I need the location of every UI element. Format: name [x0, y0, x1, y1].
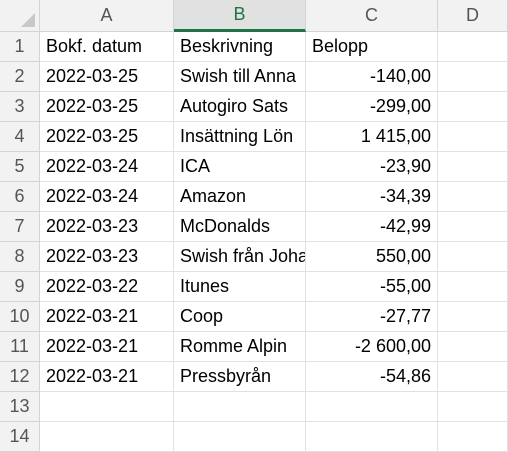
cell-c[interactable]: -2 600,00: [306, 332, 438, 362]
cell-d[interactable]: [438, 242, 508, 272]
cell-c[interactable]: [306, 392, 438, 422]
cell-b[interactable]: Insättning Lön: [174, 122, 306, 152]
column-header-b[interactable]: B: [174, 0, 306, 32]
row-header[interactable]: 9: [0, 272, 40, 302]
cell-d[interactable]: [438, 392, 508, 422]
cell-a[interactable]: 2022-03-21: [40, 302, 174, 332]
row-header[interactable]: 11: [0, 332, 40, 362]
cell-c[interactable]: -55,00: [306, 272, 438, 302]
cell-c[interactable]: -34,39: [306, 182, 438, 212]
row-header[interactable]: 6: [0, 182, 40, 212]
cell-d[interactable]: [438, 122, 508, 152]
cell-b[interactable]: [174, 392, 306, 422]
cell-b[interactable]: Autogiro Sats: [174, 92, 306, 122]
select-all-triangle-icon: [21, 13, 35, 27]
row-header[interactable]: 5: [0, 152, 40, 182]
cell-a[interactable]: 2022-03-21: [40, 362, 174, 392]
row-header[interactable]: 7: [0, 212, 40, 242]
cell-c[interactable]: -42,99: [306, 212, 438, 242]
cell-d[interactable]: [438, 272, 508, 302]
row-header[interactable]: 4: [0, 122, 40, 152]
row-header[interactable]: 8: [0, 242, 40, 272]
cell-d[interactable]: [438, 32, 508, 62]
cell-c[interactable]: -140,00: [306, 62, 438, 92]
cell-c[interactable]: -299,00: [306, 92, 438, 122]
cell-a[interactable]: 2022-03-25: [40, 122, 174, 152]
row-header[interactable]: 2: [0, 62, 40, 92]
cell-a[interactable]: 2022-03-23: [40, 242, 174, 272]
column-header-a[interactable]: A: [40, 0, 174, 32]
cell-b[interactable]: Coop: [174, 302, 306, 332]
cell-a[interactable]: 2022-03-21: [40, 332, 174, 362]
cell-d[interactable]: [438, 62, 508, 92]
cell-b[interactable]: Beskrivning: [174, 32, 306, 62]
cell-d[interactable]: [438, 92, 508, 122]
cell-c[interactable]: -54,86: [306, 362, 438, 392]
cell-c[interactable]: Belopp: [306, 32, 438, 62]
cell-d[interactable]: [438, 332, 508, 362]
cell-b[interactable]: McDonalds: [174, 212, 306, 242]
cell-b[interactable]: Itunes: [174, 272, 306, 302]
cell-c[interactable]: -27,77: [306, 302, 438, 332]
cell-a[interactable]: [40, 392, 174, 422]
cell-d[interactable]: [438, 302, 508, 332]
cell-d[interactable]: [438, 152, 508, 182]
row-header[interactable]: 1: [0, 32, 40, 62]
row-header[interactable]: 14: [0, 422, 40, 452]
cell-b[interactable]: Romme Alpin: [174, 332, 306, 362]
cell-c[interactable]: [306, 422, 438, 452]
cell-a[interactable]: 2022-03-25: [40, 62, 174, 92]
cell-a[interactable]: 2022-03-23: [40, 212, 174, 242]
cell-a[interactable]: 2022-03-25: [40, 92, 174, 122]
column-header-c[interactable]: C: [306, 0, 438, 32]
cell-a[interactable]: 2022-03-24: [40, 152, 174, 182]
row-header[interactable]: 12: [0, 362, 40, 392]
cell-c[interactable]: 550,00: [306, 242, 438, 272]
cell-c[interactable]: -23,90: [306, 152, 438, 182]
cell-d[interactable]: [438, 362, 508, 392]
cell-b[interactable]: Swish från Johan: [174, 242, 306, 272]
select-all-corner[interactable]: [0, 0, 40, 32]
cell-b[interactable]: Swish till Anna: [174, 62, 306, 92]
cell-b[interactable]: Amazon: [174, 182, 306, 212]
cell-a[interactable]: Bokf. datum: [40, 32, 174, 62]
cell-d[interactable]: [438, 182, 508, 212]
row-header[interactable]: 3: [0, 92, 40, 122]
cell-a[interactable]: [40, 422, 174, 452]
cell-a[interactable]: 2022-03-22: [40, 272, 174, 302]
cell-a[interactable]: 2022-03-24: [40, 182, 174, 212]
column-header-d[interactable]: D: [438, 0, 508, 32]
cell-b[interactable]: [174, 422, 306, 452]
row-header[interactable]: 10: [0, 302, 40, 332]
cell-b[interactable]: ICA: [174, 152, 306, 182]
cell-d[interactable]: [438, 212, 508, 242]
row-header[interactable]: 13: [0, 392, 40, 422]
cell-d[interactable]: [438, 422, 508, 452]
cell-b[interactable]: Pressbyrån: [174, 362, 306, 392]
cell-c[interactable]: 1 415,00: [306, 122, 438, 152]
